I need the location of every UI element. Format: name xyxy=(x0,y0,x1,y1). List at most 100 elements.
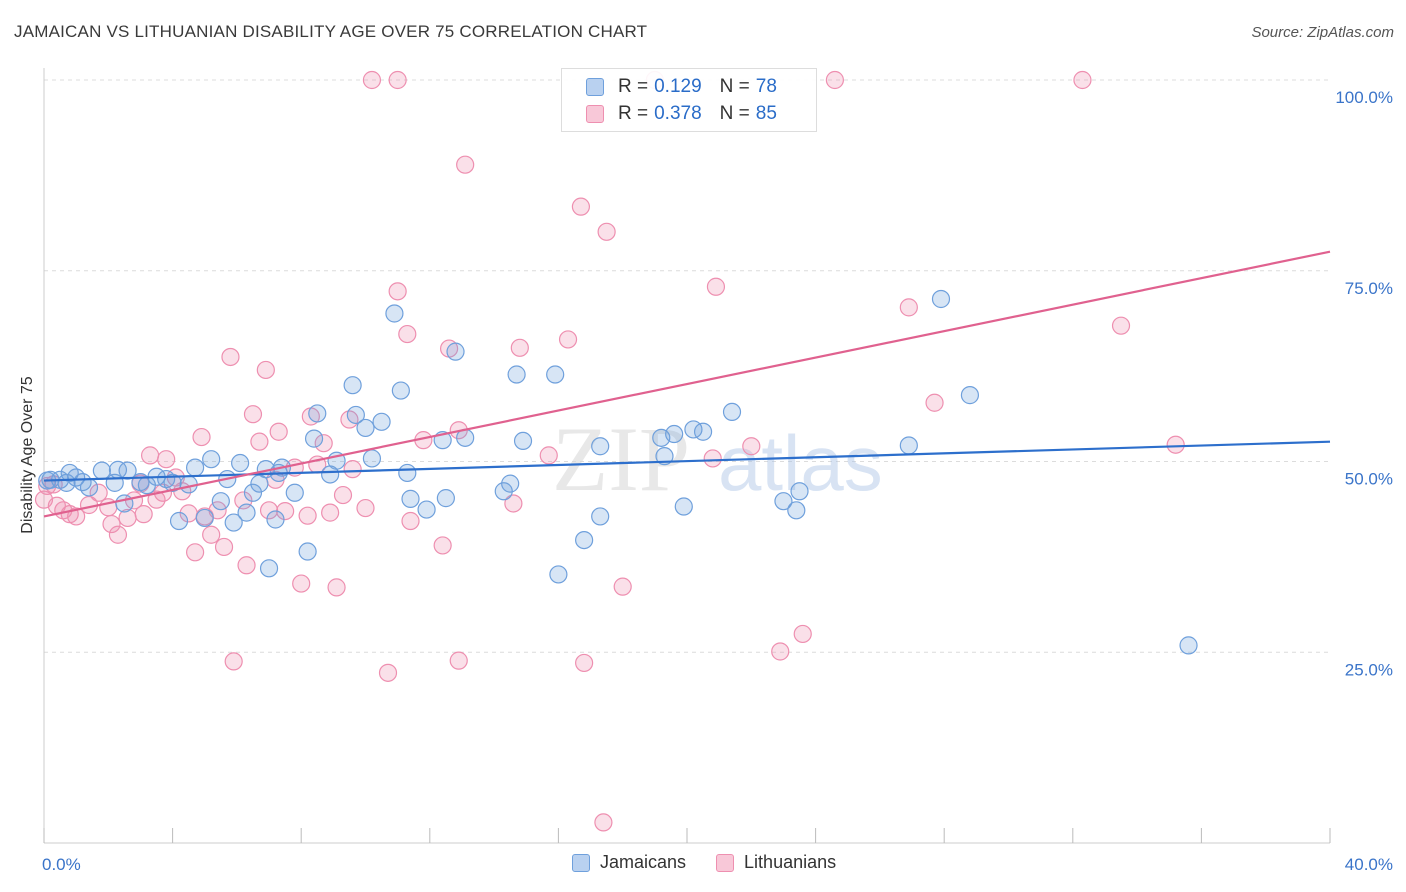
jamaicans-point xyxy=(398,463,417,483)
lithuanians-point xyxy=(147,490,166,509)
lithuanians-point xyxy=(558,330,578,349)
lithuanians-point xyxy=(597,222,616,241)
lithuanians-point xyxy=(433,536,452,555)
lithuanians-point xyxy=(793,624,812,644)
r-value: 0.378 xyxy=(654,103,702,124)
jamaicans-point xyxy=(385,304,404,323)
lithuanians-point xyxy=(398,324,417,344)
trend-lines xyxy=(43,250,1331,518)
jamaicans-point xyxy=(960,386,980,405)
jamaicans-point xyxy=(372,412,391,431)
lithuanians-point xyxy=(1073,70,1092,90)
lithuanians-point xyxy=(243,405,263,424)
y-tick-label: 75.0% xyxy=(1345,279,1393,298)
legend-row-jamaicans: R = 0.129 N = 78 xyxy=(586,75,777,99)
lithuanians-point xyxy=(594,813,613,832)
source-label: Source: ZipAtlas.com xyxy=(1251,24,1394,41)
jamaicans-point xyxy=(346,405,365,425)
lithuanians-point xyxy=(1111,316,1131,335)
y-tick-label: 50.0% xyxy=(1345,470,1393,489)
lithuanians-point xyxy=(456,155,475,174)
jamaicans-trend-line xyxy=(43,440,1331,482)
lithuanians-point xyxy=(202,525,221,544)
lithuanians-point xyxy=(314,434,333,453)
jamaicans-point xyxy=(790,482,809,501)
lithuanians-point xyxy=(356,498,375,518)
jamaicans-point xyxy=(436,489,455,508)
lithuanians-point xyxy=(256,360,275,380)
y-tick-label: 25.0% xyxy=(1345,660,1393,679)
lithuanians-point xyxy=(571,197,591,216)
jamaicans-point xyxy=(546,365,565,384)
jamaicans-point xyxy=(1179,636,1198,655)
jamaicans-point xyxy=(115,494,134,513)
y-tick-label: 100.0% xyxy=(1335,88,1393,107)
chart-title: JAMAICAN VS LITHUANIAN DISABILITY AGE OV… xyxy=(14,22,648,41)
jamaicans-point xyxy=(787,501,806,520)
lithuanians-point xyxy=(1166,435,1185,454)
lithuanians-point xyxy=(34,490,54,509)
tick-labels: 25.0% 50.0% 75.0% 100.0% 0.0% 40.0% xyxy=(42,88,1393,874)
jamaicans-swatch xyxy=(572,853,590,872)
jamaicans-point xyxy=(591,437,610,456)
jamaicans-point xyxy=(266,510,285,529)
correlation-legend: R = 0.129 N = 78 R = 0.378 N = 85 xyxy=(561,68,817,132)
lithuanians-point xyxy=(250,432,269,451)
jamaicans-point xyxy=(259,559,279,578)
jamaicans-point xyxy=(417,500,436,519)
jamaicans-point xyxy=(343,376,362,395)
jamaicans-point xyxy=(391,381,410,400)
jamaicans-point xyxy=(674,497,693,516)
lithuanians-point xyxy=(298,506,317,525)
lithuanians-point xyxy=(825,70,844,90)
n-value: 85 xyxy=(755,103,777,124)
r-label: R = xyxy=(618,103,649,124)
lithuanians-point xyxy=(333,485,353,505)
jamaicans-point xyxy=(285,483,304,502)
lithuanians-point xyxy=(102,514,121,534)
x-tick-label: 40.0% xyxy=(1345,855,1393,874)
lithuanians-point xyxy=(214,537,234,557)
lithuanians-trend-line xyxy=(43,250,1331,518)
legend-item-lithuanians: Lithuanians xyxy=(716,852,836,873)
lithuanians-point xyxy=(259,501,279,520)
jamaicans-point xyxy=(308,404,327,423)
axes xyxy=(43,68,1331,844)
lithuanians-point xyxy=(186,543,205,562)
jamaicans-point xyxy=(298,542,317,561)
jamaicans-point xyxy=(513,431,533,450)
lithuanians-point xyxy=(269,422,288,441)
jamaicans-point xyxy=(722,402,742,422)
jamaicans-point xyxy=(446,342,465,361)
lithuanians-point xyxy=(157,450,176,469)
lithuanians-point xyxy=(327,578,346,597)
jamaicans-point xyxy=(304,429,324,448)
jamaicans-point xyxy=(195,508,214,528)
lithuanians-point xyxy=(771,642,790,661)
lithuanians-point xyxy=(108,525,128,544)
lithuanians-point xyxy=(899,298,918,317)
jamaicans-point xyxy=(202,450,221,469)
jamaicans-point xyxy=(494,482,513,501)
series-legend: Jamaicans Lithuanians xyxy=(572,852,866,873)
n-label: N = xyxy=(719,76,750,97)
gridlines xyxy=(44,79,1330,653)
jamaicans-point xyxy=(57,473,76,492)
jamaicans-point xyxy=(224,513,243,532)
lithuanians-point xyxy=(343,460,362,479)
lithuanians-swatch xyxy=(716,853,735,872)
jamaicans-point xyxy=(211,492,230,511)
legend-label-lithuanians: Lithuanians xyxy=(744,852,837,872)
lithuanians-point xyxy=(67,507,86,526)
jamaicans-swatch xyxy=(586,78,604,96)
jamaicans-point xyxy=(931,289,951,309)
jamaicans-point xyxy=(401,489,420,508)
jamaicans-point xyxy=(774,492,793,511)
jamaicans-point xyxy=(118,461,137,480)
lithuanians-point xyxy=(237,556,256,575)
watermark-zip: ZIP xyxy=(552,408,690,510)
jamaicans-point xyxy=(163,473,182,492)
lithuanians-point xyxy=(539,446,558,465)
n-value: 78 xyxy=(755,76,777,97)
